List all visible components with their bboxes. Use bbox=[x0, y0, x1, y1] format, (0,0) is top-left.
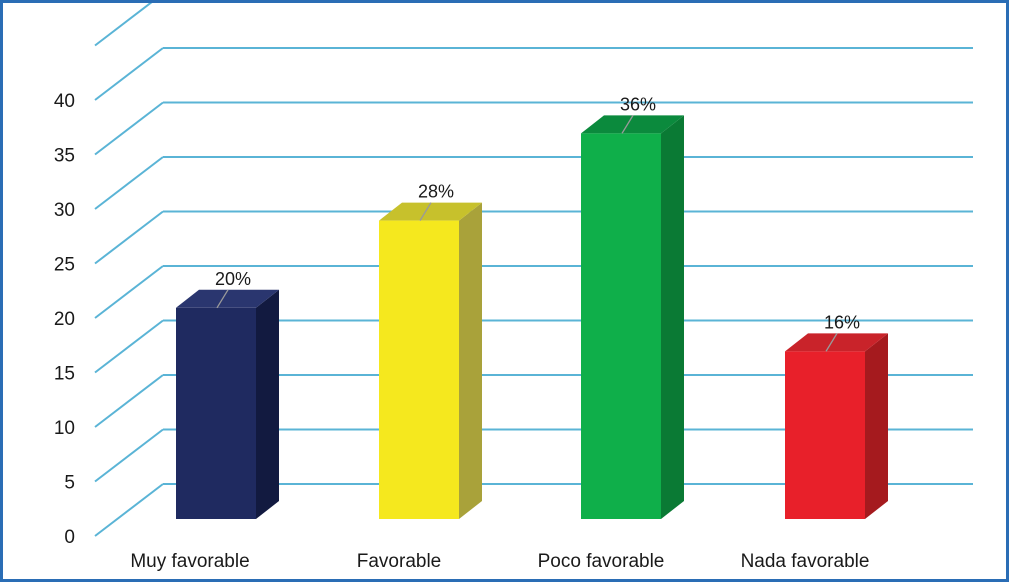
y-tick-label: 30 bbox=[54, 200, 75, 221]
category-label: Poco favorable bbox=[538, 551, 665, 572]
data-label-leader bbox=[419, 202, 432, 221]
bar-chart: 0 5 10 15 20 25 30 35 40 20% 28% 36% 16% Muy favora… bbox=[54, 3, 973, 572]
bar-side bbox=[865, 333, 888, 519]
data-label: 36% bbox=[620, 94, 656, 114]
data-label-leader bbox=[621, 115, 634, 134]
category-label: Muy favorable bbox=[130, 551, 249, 572]
gridline-depth bbox=[94, 210, 164, 265]
bar-side bbox=[459, 202, 482, 519]
data-label-leader bbox=[216, 289, 229, 309]
data-label: 28% bbox=[418, 182, 454, 202]
gridlines bbox=[94, 3, 973, 537]
bar-front bbox=[581, 133, 661, 519]
y-tick-label: 10 bbox=[54, 418, 75, 439]
y-tick-label: 20 bbox=[54, 309, 75, 330]
bar-front bbox=[379, 220, 459, 519]
y-tick-label: 5 bbox=[64, 473, 75, 494]
gridline-depth bbox=[94, 428, 164, 483]
bar-side bbox=[661, 115, 684, 520]
gridline-depth bbox=[94, 101, 164, 156]
y-tick-label: 35 bbox=[54, 146, 75, 167]
bar-top bbox=[785, 333, 888, 352]
category-label: Favorable bbox=[357, 551, 442, 572]
gridline-depth bbox=[94, 483, 164, 537]
x-axis-categories: Muy favorable Favorable Poco favorable Nada… bbox=[130, 551, 869, 572]
bar-top bbox=[176, 289, 279, 308]
data-label: 20% bbox=[215, 269, 251, 289]
bar bbox=[581, 115, 684, 520]
bar-side bbox=[256, 289, 279, 519]
bar bbox=[785, 333, 888, 519]
bar-front bbox=[176, 307, 256, 519]
y-axis-ticks: 0 5 10 15 20 25 30 35 40 bbox=[54, 91, 75, 548]
gridline-depth bbox=[94, 156, 164, 210]
y-tick-label: 40 bbox=[54, 91, 75, 112]
gridline-depth bbox=[94, 374, 164, 428]
gridline-depth bbox=[94, 265, 164, 319]
bars bbox=[176, 115, 888, 520]
bar-top bbox=[379, 202, 482, 221]
gridline-depth bbox=[94, 319, 164, 374]
y-tick-label: 0 bbox=[64, 527, 75, 548]
bar-front bbox=[785, 351, 865, 519]
category-label: Nada favorable bbox=[741, 551, 870, 572]
gridline-depth bbox=[94, 47, 164, 101]
y-tick-label: 25 bbox=[54, 255, 75, 276]
gridline-depth bbox=[94, 3, 153, 47]
data-labels: 20% 28% 36% 16% bbox=[215, 94, 860, 352]
y-tick-label: 15 bbox=[54, 364, 75, 385]
bar bbox=[176, 289, 279, 519]
data-label-leader bbox=[825, 333, 838, 352]
bar bbox=[379, 202, 482, 519]
data-label: 16% bbox=[824, 312, 860, 332]
bar-top bbox=[581, 115, 684, 134]
